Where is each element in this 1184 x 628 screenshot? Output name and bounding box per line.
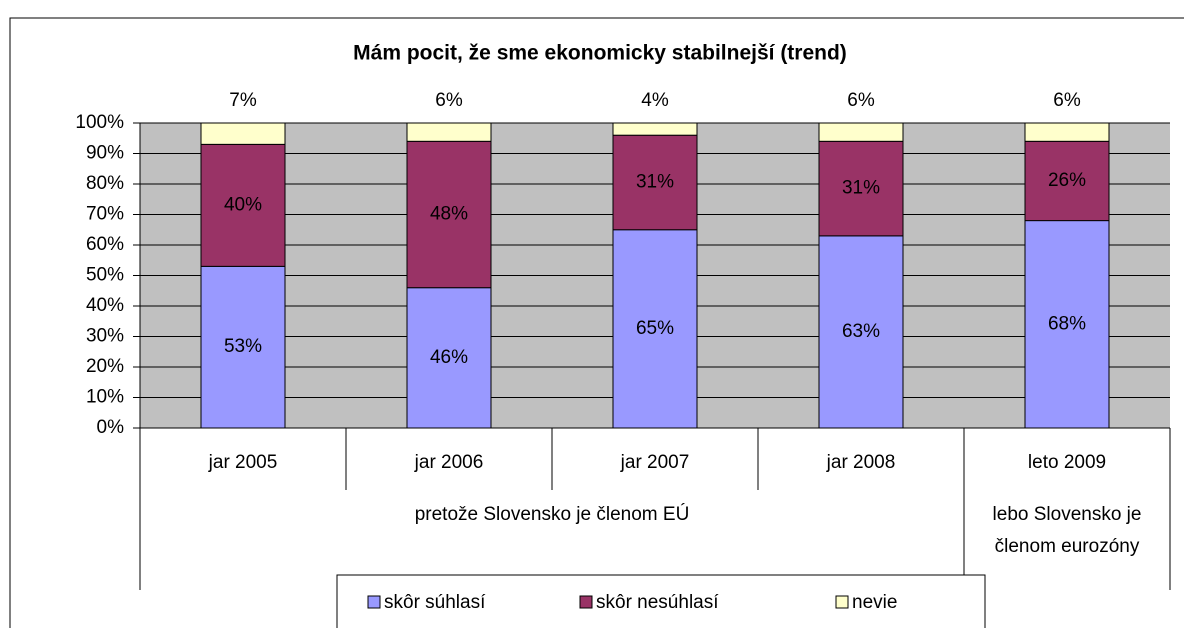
y-tick-label: 10% <box>86 387 124 408</box>
y-tick-label: 20% <box>86 356 124 377</box>
group-label: pretože Slovensko je členom EÚ <box>414 504 690 525</box>
legend-label: skôr súhlasí <box>384 592 486 613</box>
bar-segment <box>200 265 286 429</box>
group-label: lebo Slovensko je členom eurozóny <box>992 504 1142 557</box>
y-tick-label: 100% <box>75 112 124 133</box>
y-tick-label: 50% <box>86 265 124 286</box>
bar-segment <box>612 134 698 231</box>
x-tick-label: leto 2009 <box>1028 452 1106 473</box>
legend-label: skôr nesúhlasí <box>596 592 719 613</box>
y-tick-label: 60% <box>86 234 124 255</box>
x-tick-label: jar 2008 <box>826 452 896 473</box>
y-tick-label: 30% <box>86 326 124 347</box>
x-tick-label: jar 2007 <box>620 452 690 473</box>
data-label: 65% <box>636 318 674 339</box>
bar-segment <box>818 140 904 237</box>
y-tick-label: 0% <box>97 417 125 438</box>
data-label: 6% <box>435 90 463 111</box>
y-tick-label: 90% <box>86 143 124 164</box>
data-label: 31% <box>842 178 880 199</box>
y-tick-label: 80% <box>86 173 124 194</box>
legend-label: nevie <box>852 592 897 613</box>
data-label: 53% <box>224 336 262 357</box>
data-label: 31% <box>636 171 674 192</box>
data-label: 6% <box>1053 90 1081 111</box>
data-label: 46% <box>430 347 468 368</box>
data-label: 40% <box>224 194 262 215</box>
y-tick-label: 40% <box>86 295 124 316</box>
data-label: 7% <box>229 90 257 111</box>
legend-swatch <box>579 595 593 609</box>
data-label: 48% <box>430 204 468 225</box>
y-tick-label: 70% <box>86 204 124 225</box>
bar-segment <box>612 122 698 136</box>
x-tick-label: jar 2006 <box>414 452 484 473</box>
data-label: 6% <box>847 90 875 111</box>
bar-segment <box>1024 140 1110 222</box>
group-label-box: lebo Slovensko je členom eurozóny <box>992 504 1142 557</box>
chart-title: Mám pocit, že sme ekonomicky stabilnejší… <box>353 42 847 65</box>
bar-segment <box>406 122 492 142</box>
data-label: 4% <box>641 90 669 111</box>
data-label: 63% <box>842 321 880 342</box>
group-label-box: pretože Slovensko je členom EÚ <box>414 504 690 525</box>
x-tick-label: jar 2005 <box>208 452 278 473</box>
data-label: 26% <box>1048 170 1086 191</box>
legend-box <box>336 574 986 628</box>
bar-segment <box>818 122 904 142</box>
bar-segment <box>200 122 286 145</box>
bar-segment <box>818 235 904 429</box>
bar-segment <box>406 287 492 429</box>
legend-swatch <box>835 595 849 609</box>
data-label: 68% <box>1048 313 1086 334</box>
bar-segment <box>612 229 698 429</box>
bar-segment <box>406 140 492 289</box>
legend-swatch <box>367 595 381 609</box>
bar-segment <box>1024 122 1110 142</box>
